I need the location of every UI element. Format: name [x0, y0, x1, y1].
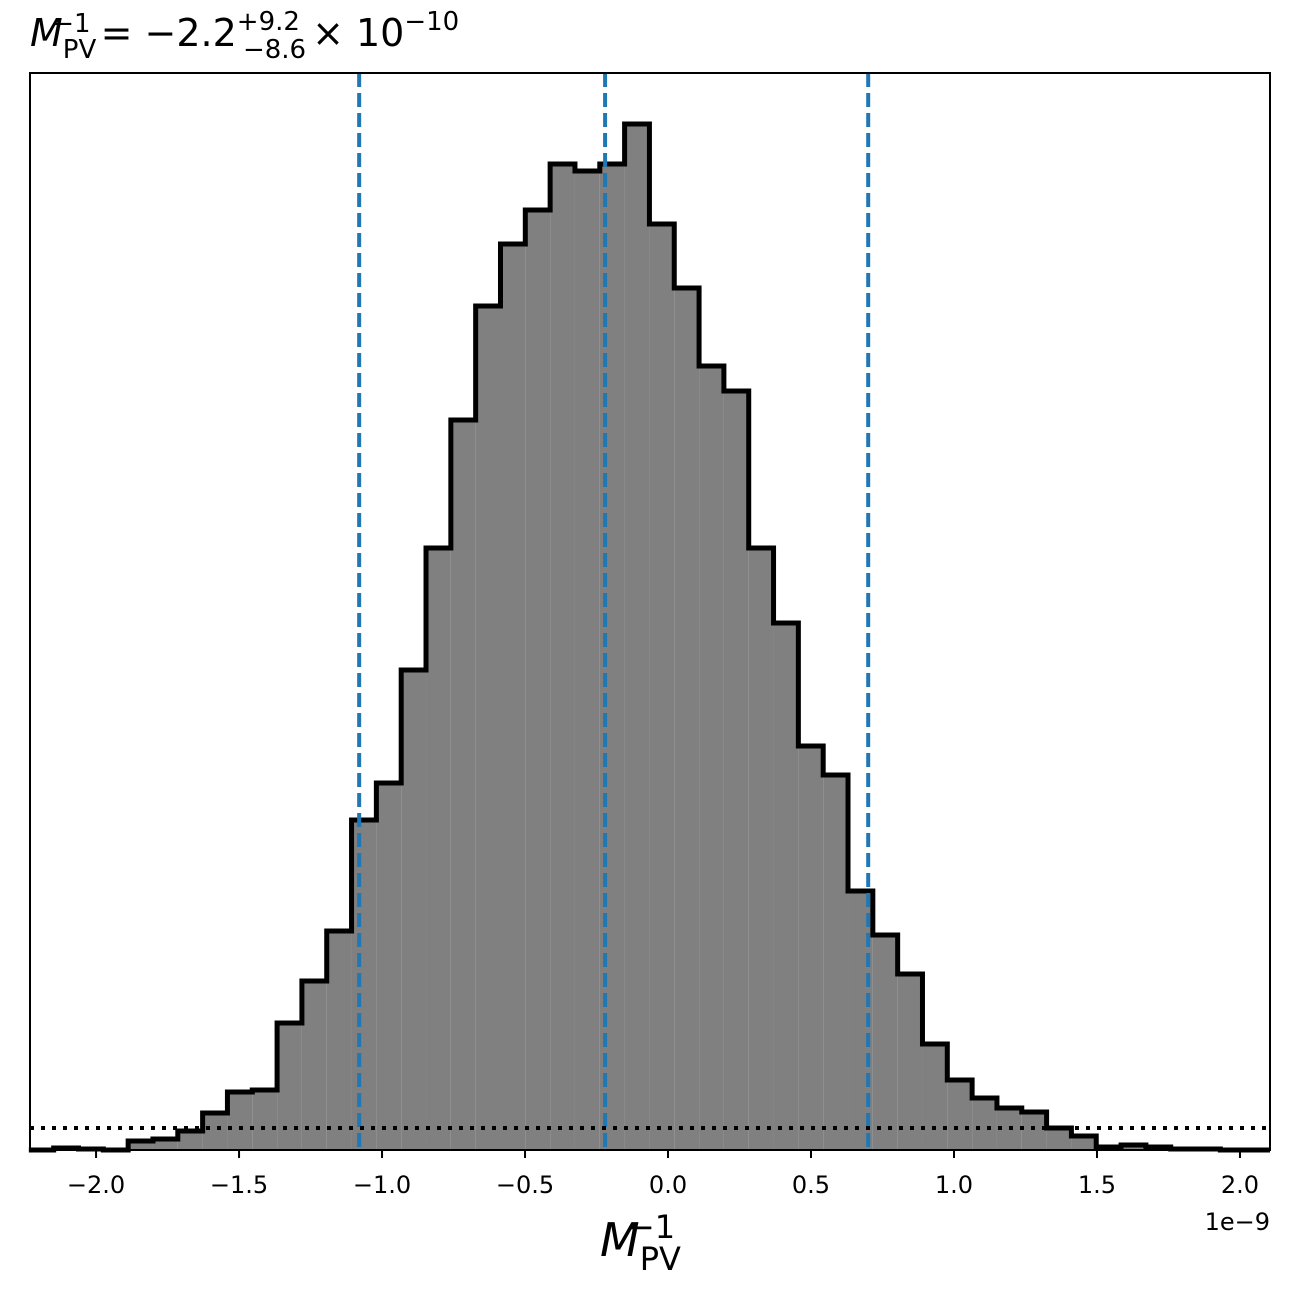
histogram-bar — [426, 548, 451, 1150]
chart-title: MPV−1 = −2.2+9.2 −8.6 × 10−10 — [30, 7, 459, 65]
histogram-bar — [475, 306, 501, 1150]
histogram-bar — [401, 670, 427, 1150]
histogram-bar — [773, 623, 799, 1150]
histogram-bar — [574, 171, 600, 1150]
x-offset-label: 1e−9 — [1205, 1208, 1270, 1236]
title-superscript: −1 — [52, 9, 90, 39]
histogram-bar — [500, 244, 526, 1150]
histogram-bar — [972, 1098, 997, 1150]
histogram-bar — [1071, 1136, 1097, 1150]
histogram-bar — [152, 1139, 178, 1150]
histogram-bar — [872, 935, 898, 1150]
histogram-bar — [823, 775, 849, 1150]
histogram-bar — [128, 1141, 153, 1150]
histogram-bar — [798, 746, 824, 1150]
x-tick-label: 1.0 — [935, 1171, 973, 1199]
title-upper: +9.2 — [237, 7, 300, 37]
title-lower: −8.6 — [243, 35, 306, 65]
histogram-bar — [624, 124, 650, 1150]
x-label-symbol: M — [600, 1213, 640, 1267]
histogram-bar — [550, 164, 575, 1150]
x-tick-label: −1.5 — [210, 1171, 268, 1199]
histogram-bar — [202, 1113, 228, 1150]
title-value: = −2.2 — [101, 11, 237, 55]
histogram-bar — [301, 981, 327, 1150]
title-subscript: PV — [63, 35, 97, 65]
x-tick-label: −1.0 — [353, 1171, 411, 1199]
x-tick-label: 2.0 — [1221, 1171, 1259, 1199]
x-label-subscript: PV — [640, 1240, 681, 1278]
histogram-bar — [748, 548, 774, 1150]
x-tick-label: −2.0 — [67, 1171, 125, 1199]
histogram-bar — [699, 366, 724, 1150]
title-exponent: −10 — [404, 7, 459, 37]
x-tick-label: 1.5 — [1078, 1171, 1116, 1199]
histogram-outline — [28, 121, 1270, 1153]
histogram-bar — [376, 783, 402, 1150]
histogram-bar — [227, 1092, 253, 1150]
histogram-bar — [947, 1080, 973, 1150]
x-axis-label: MPV−1 — [600, 1208, 681, 1278]
histogram-bar — [326, 931, 352, 1150]
histogram-bar — [897, 974, 923, 1150]
title-scale: × 10 — [312, 11, 404, 55]
histogram-bar — [723, 391, 749, 1150]
plot-frame — [29, 72, 1271, 1151]
histogram-bar — [922, 1044, 948, 1150]
histogram-bar — [1021, 1112, 1047, 1150]
x-label-superscript: −1 — [628, 1208, 675, 1246]
histogram-bar — [177, 1131, 203, 1150]
histogram-bar — [1046, 1128, 1072, 1150]
histogram-bar — [252, 1090, 278, 1150]
histogram-bar — [351, 820, 377, 1150]
title-symbol: M — [30, 11, 63, 55]
histogram-bar — [277, 1023, 302, 1150]
histogram-bar — [674, 288, 700, 1150]
x-tick-label: 0.5 — [792, 1171, 830, 1199]
x-tick-label: −0.5 — [496, 1171, 554, 1199]
x-tick-label: 0.0 — [649, 1171, 687, 1199]
histogram-bar — [525, 210, 551, 1150]
histogram-bar — [649, 224, 675, 1150]
histogram-bar — [450, 420, 476, 1150]
